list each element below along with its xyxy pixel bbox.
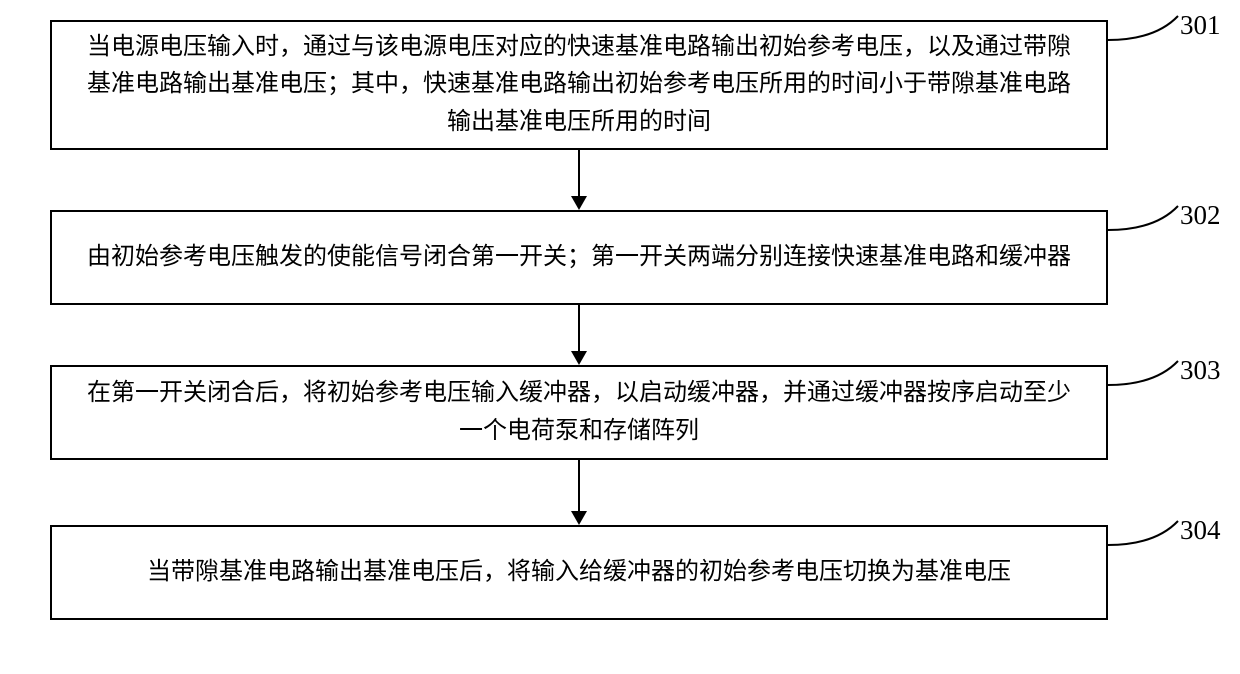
step-label-304: 304 [1180,515,1221,546]
step-box-302: 由初始参考电压触发的使能信号闭合第一开关；第一开关两端分别连接快速基准电路和缓冲… [50,210,1108,305]
step-box-303: 在第一开关闭合后，将初始参考电压输入缓冲器，以启动缓冲器，并通过缓冲器按序启动至… [50,365,1108,460]
step-text-303: 在第一开关闭合后，将初始参考电压输入缓冲器，以启动缓冲器，并通过缓冲器按序启动至… [80,375,1078,449]
step-label-301: 301 [1180,10,1221,41]
callout-303 [1100,353,1190,403]
step-label-302: 302 [1180,200,1221,231]
step-text-301: 当电源电压输入时，通过与该电源电压对应的快速基准电路输出初始参考电压，以及通过带… [80,29,1078,141]
arrow-303-304 [565,460,593,525]
step-box-304: 当带隙基准电路输出基准电压后，将输入给缓冲器的初始参考电压切换为基准电压 [50,525,1108,620]
step-box-301: 当电源电压输入时，通过与该电源电压对应的快速基准电路输出初始参考电压，以及通过带… [50,20,1108,150]
arrow-302-303 [565,305,593,365]
callout-304 [1100,513,1190,563]
step-label-303: 303 [1180,355,1221,386]
flowchart-canvas: 当电源电压输入时，通过与该电源电压对应的快速基准电路输出初始参考电压，以及通过带… [0,0,1240,674]
step-text-302: 由初始参考电压触发的使能信号闭合第一开关；第一开关两端分别连接快速基准电路和缓冲… [80,239,1078,276]
callout-301 [1100,8,1190,58]
callout-302 [1100,198,1190,248]
step-text-304: 当带隙基准电路输出基准电压后，将输入给缓冲器的初始参考电压切换为基准电压 [80,554,1078,591]
arrow-301-302 [565,150,593,210]
